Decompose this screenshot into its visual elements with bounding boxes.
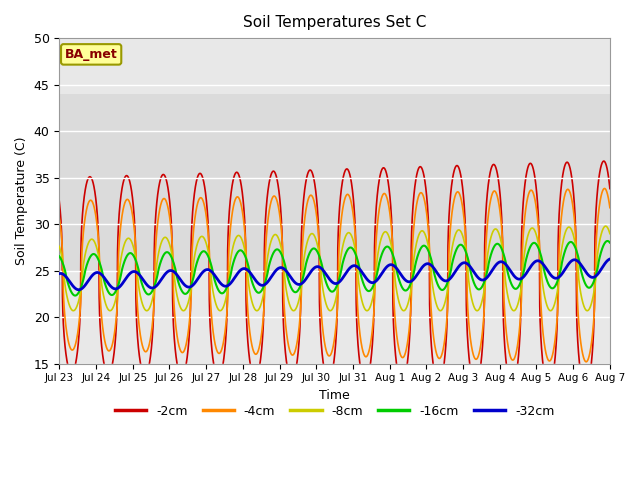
-8cm — [605, 229, 613, 235]
-2cm — [428, 343, 435, 348]
-4cm — [606, 205, 614, 211]
-8cm — [290, 308, 298, 313]
-32cm — [75, 287, 83, 293]
-8cm — [314, 245, 322, 251]
-32cm — [428, 263, 435, 268]
-2cm — [605, 181, 613, 187]
-16cm — [428, 258, 435, 264]
-16cm — [314, 250, 322, 256]
Line: -32cm: -32cm — [60, 259, 610, 290]
-32cm — [154, 281, 162, 287]
-4cm — [458, 200, 466, 206]
-4cm — [314, 225, 322, 231]
-16cm — [56, 253, 63, 259]
-8cm — [458, 231, 466, 237]
-16cm — [490, 245, 497, 251]
-8cm — [56, 243, 63, 249]
-4cm — [605, 201, 613, 207]
-16cm — [72, 293, 79, 299]
-32cm — [605, 256, 613, 262]
-2cm — [56, 198, 63, 204]
-8cm — [602, 223, 609, 229]
Title: Soil Temperatures Set C: Soil Temperatures Set C — [243, 15, 426, 30]
-8cm — [490, 228, 497, 234]
Y-axis label: Soil Temperature (C): Soil Temperature (C) — [15, 137, 28, 265]
Line: -4cm: -4cm — [60, 189, 610, 362]
Text: BA_met: BA_met — [65, 48, 118, 61]
Line: -2cm: -2cm — [60, 161, 610, 389]
-4cm — [56, 215, 63, 220]
-4cm — [428, 311, 435, 317]
-32cm — [606, 256, 614, 262]
-4cm — [582, 359, 590, 365]
-32cm — [458, 261, 466, 266]
-16cm — [606, 240, 614, 245]
-4cm — [154, 216, 162, 222]
Line: -16cm: -16cm — [60, 241, 610, 296]
-2cm — [582, 386, 589, 392]
-16cm — [458, 242, 466, 248]
Legend: -2cm, -4cm, -8cm, -16cm, -32cm: -2cm, -4cm, -8cm, -16cm, -32cm — [110, 400, 559, 422]
-16cm — [605, 239, 613, 245]
-2cm — [489, 162, 497, 168]
X-axis label: Time: Time — [319, 389, 350, 402]
-8cm — [606, 231, 614, 237]
-8cm — [428, 273, 435, 279]
-4cm — [601, 186, 609, 192]
-32cm — [314, 264, 322, 270]
Line: -8cm: -8cm — [60, 226, 610, 311]
-2cm — [458, 179, 466, 185]
-32cm — [56, 271, 63, 276]
-2cm — [600, 158, 607, 164]
-16cm — [154, 267, 162, 273]
-2cm — [606, 186, 614, 192]
-16cm — [604, 238, 611, 244]
-2cm — [314, 214, 322, 220]
-2cm — [154, 188, 162, 194]
-8cm — [154, 252, 162, 258]
-4cm — [489, 189, 497, 195]
Bar — [60, 94, 610, 271]
-32cm — [490, 266, 497, 272]
